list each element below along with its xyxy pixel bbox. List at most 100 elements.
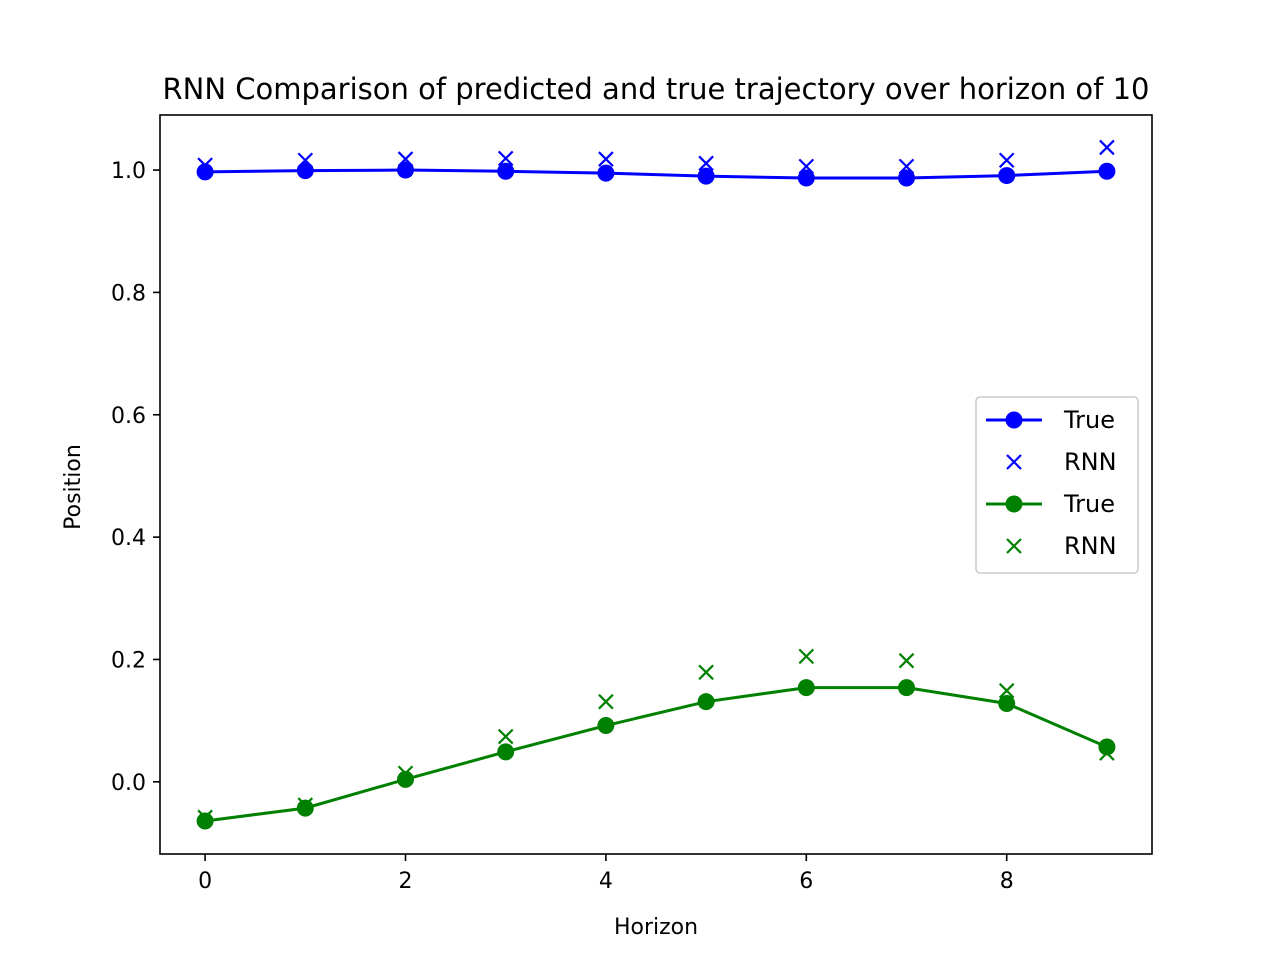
x-marker-stroke — [898, 158, 915, 175]
series-1 — [197, 139, 1115, 175]
legend-label: True — [1063, 490, 1115, 518]
x-tick-label: 2 — [398, 869, 412, 894]
legend-label: RNN — [1064, 448, 1117, 476]
data-point — [998, 682, 1015, 699]
x-marker-stroke — [798, 158, 815, 175]
data-point — [1099, 139, 1115, 156]
x-marker-stroke — [297, 152, 314, 169]
data-point — [898, 169, 916, 187]
data-point — [497, 728, 514, 745]
data-point — [397, 765, 414, 782]
x-marker-stroke — [1099, 139, 1115, 156]
legend-box — [975, 396, 1139, 574]
data-point — [296, 162, 314, 180]
x-marker-stroke — [197, 809, 213, 826]
x-tick-label: 0 — [198, 869, 212, 894]
data-point — [497, 150, 514, 167]
x-tick-label: 8 — [1000, 869, 1014, 894]
data-point — [798, 158, 815, 175]
data-point — [698, 664, 714, 681]
x-marker-stroke — [998, 152, 1015, 169]
data-point — [1099, 745, 1115, 761]
x-marker-stroke — [197, 157, 213, 173]
x-marker-stroke — [598, 693, 614, 710]
x-marker-stroke — [898, 652, 915, 669]
x-marker-stroke — [1006, 454, 1022, 470]
y-tick-label: 1.0 — [111, 159, 146, 184]
legend-item: RNN — [1006, 532, 1117, 560]
x-marker-stroke — [497, 150, 514, 167]
data-point — [197, 157, 213, 173]
legend-marker — [1005, 411, 1023, 429]
y-tick-label: 0.6 — [111, 404, 146, 429]
y-tick-label: 0.2 — [111, 648, 146, 673]
y-tick-label: 0.4 — [111, 526, 146, 551]
y-axis: 0.0 0.2 0.4 0.6 0.8 1.0 — [111, 159, 160, 796]
data-point — [898, 652, 915, 669]
x-marker-stroke — [397, 151, 414, 167]
x-marker-stroke — [998, 682, 1015, 699]
x-marker-stroke — [397, 765, 414, 782]
data-point — [697, 167, 715, 185]
data-point — [597, 164, 615, 182]
data-point — [196, 812, 214, 830]
data-point — [197, 809, 213, 826]
legend-label: RNN — [1064, 532, 1117, 560]
x-tick-label: 4 — [599, 869, 613, 894]
y-axis-label: Position — [61, 444, 86, 530]
series-3 — [197, 648, 1115, 826]
data-point — [998, 167, 1016, 185]
x-marker-stroke — [598, 151, 614, 167]
x-marker-stroke — [1006, 538, 1022, 554]
legend-label: True — [1063, 406, 1115, 434]
legend: True RNN True RNN — [975, 396, 1139, 574]
series-0 — [196, 161, 1116, 187]
data-point — [697, 693, 715, 711]
data-point — [698, 155, 714, 172]
data-point — [1098, 162, 1116, 180]
y-tick-label: 0.8 — [111, 281, 146, 306]
series-2 — [196, 679, 1116, 830]
legend-item: True — [986, 490, 1115, 518]
x-marker-stroke — [698, 664, 714, 681]
data-point — [797, 169, 815, 187]
data-point — [998, 152, 1015, 169]
legend-item: RNN — [1006, 448, 1117, 476]
x-tick-label: 6 — [799, 869, 813, 894]
x-marker-stroke — [1099, 745, 1115, 761]
x-axis: 0 2 4 6 8 — [198, 854, 1014, 894]
plot-frame — [159, 114, 1153, 855]
data-point — [397, 151, 414, 167]
legend-marker — [1005, 495, 1023, 513]
x-marker-stroke — [698, 155, 714, 172]
data-point — [1098, 738, 1116, 756]
x-marker-stroke — [497, 728, 514, 745]
legend-marker — [1006, 454, 1022, 470]
data-point — [998, 695, 1016, 713]
data-point — [396, 161, 414, 179]
series-layer — [196, 139, 1116, 830]
data-point — [898, 158, 915, 175]
y-tick-label: 0.0 — [111, 771, 146, 796]
x-marker-stroke — [798, 648, 815, 665]
data-point — [497, 162, 515, 180]
series-line — [204, 686, 1108, 823]
legend-item: True — [986, 406, 1115, 434]
series-line — [205, 168, 1107, 180]
data-point — [798, 648, 815, 665]
data-point — [497, 743, 515, 761]
legend-marker — [1006, 538, 1022, 554]
x-marker-stroke — [297, 797, 314, 813]
data-point — [598, 693, 614, 710]
data-point — [296, 799, 314, 817]
data-point — [297, 152, 314, 169]
x-axis-label: Horizon — [614, 915, 698, 940]
data-point — [898, 679, 916, 697]
data-point — [196, 163, 214, 181]
chart-title: RNN Comparison of predicted and true tra… — [162, 72, 1149, 106]
data-point — [797, 679, 815, 697]
data-point — [598, 151, 614, 167]
data-point — [396, 770, 414, 788]
data-point — [597, 717, 615, 735]
